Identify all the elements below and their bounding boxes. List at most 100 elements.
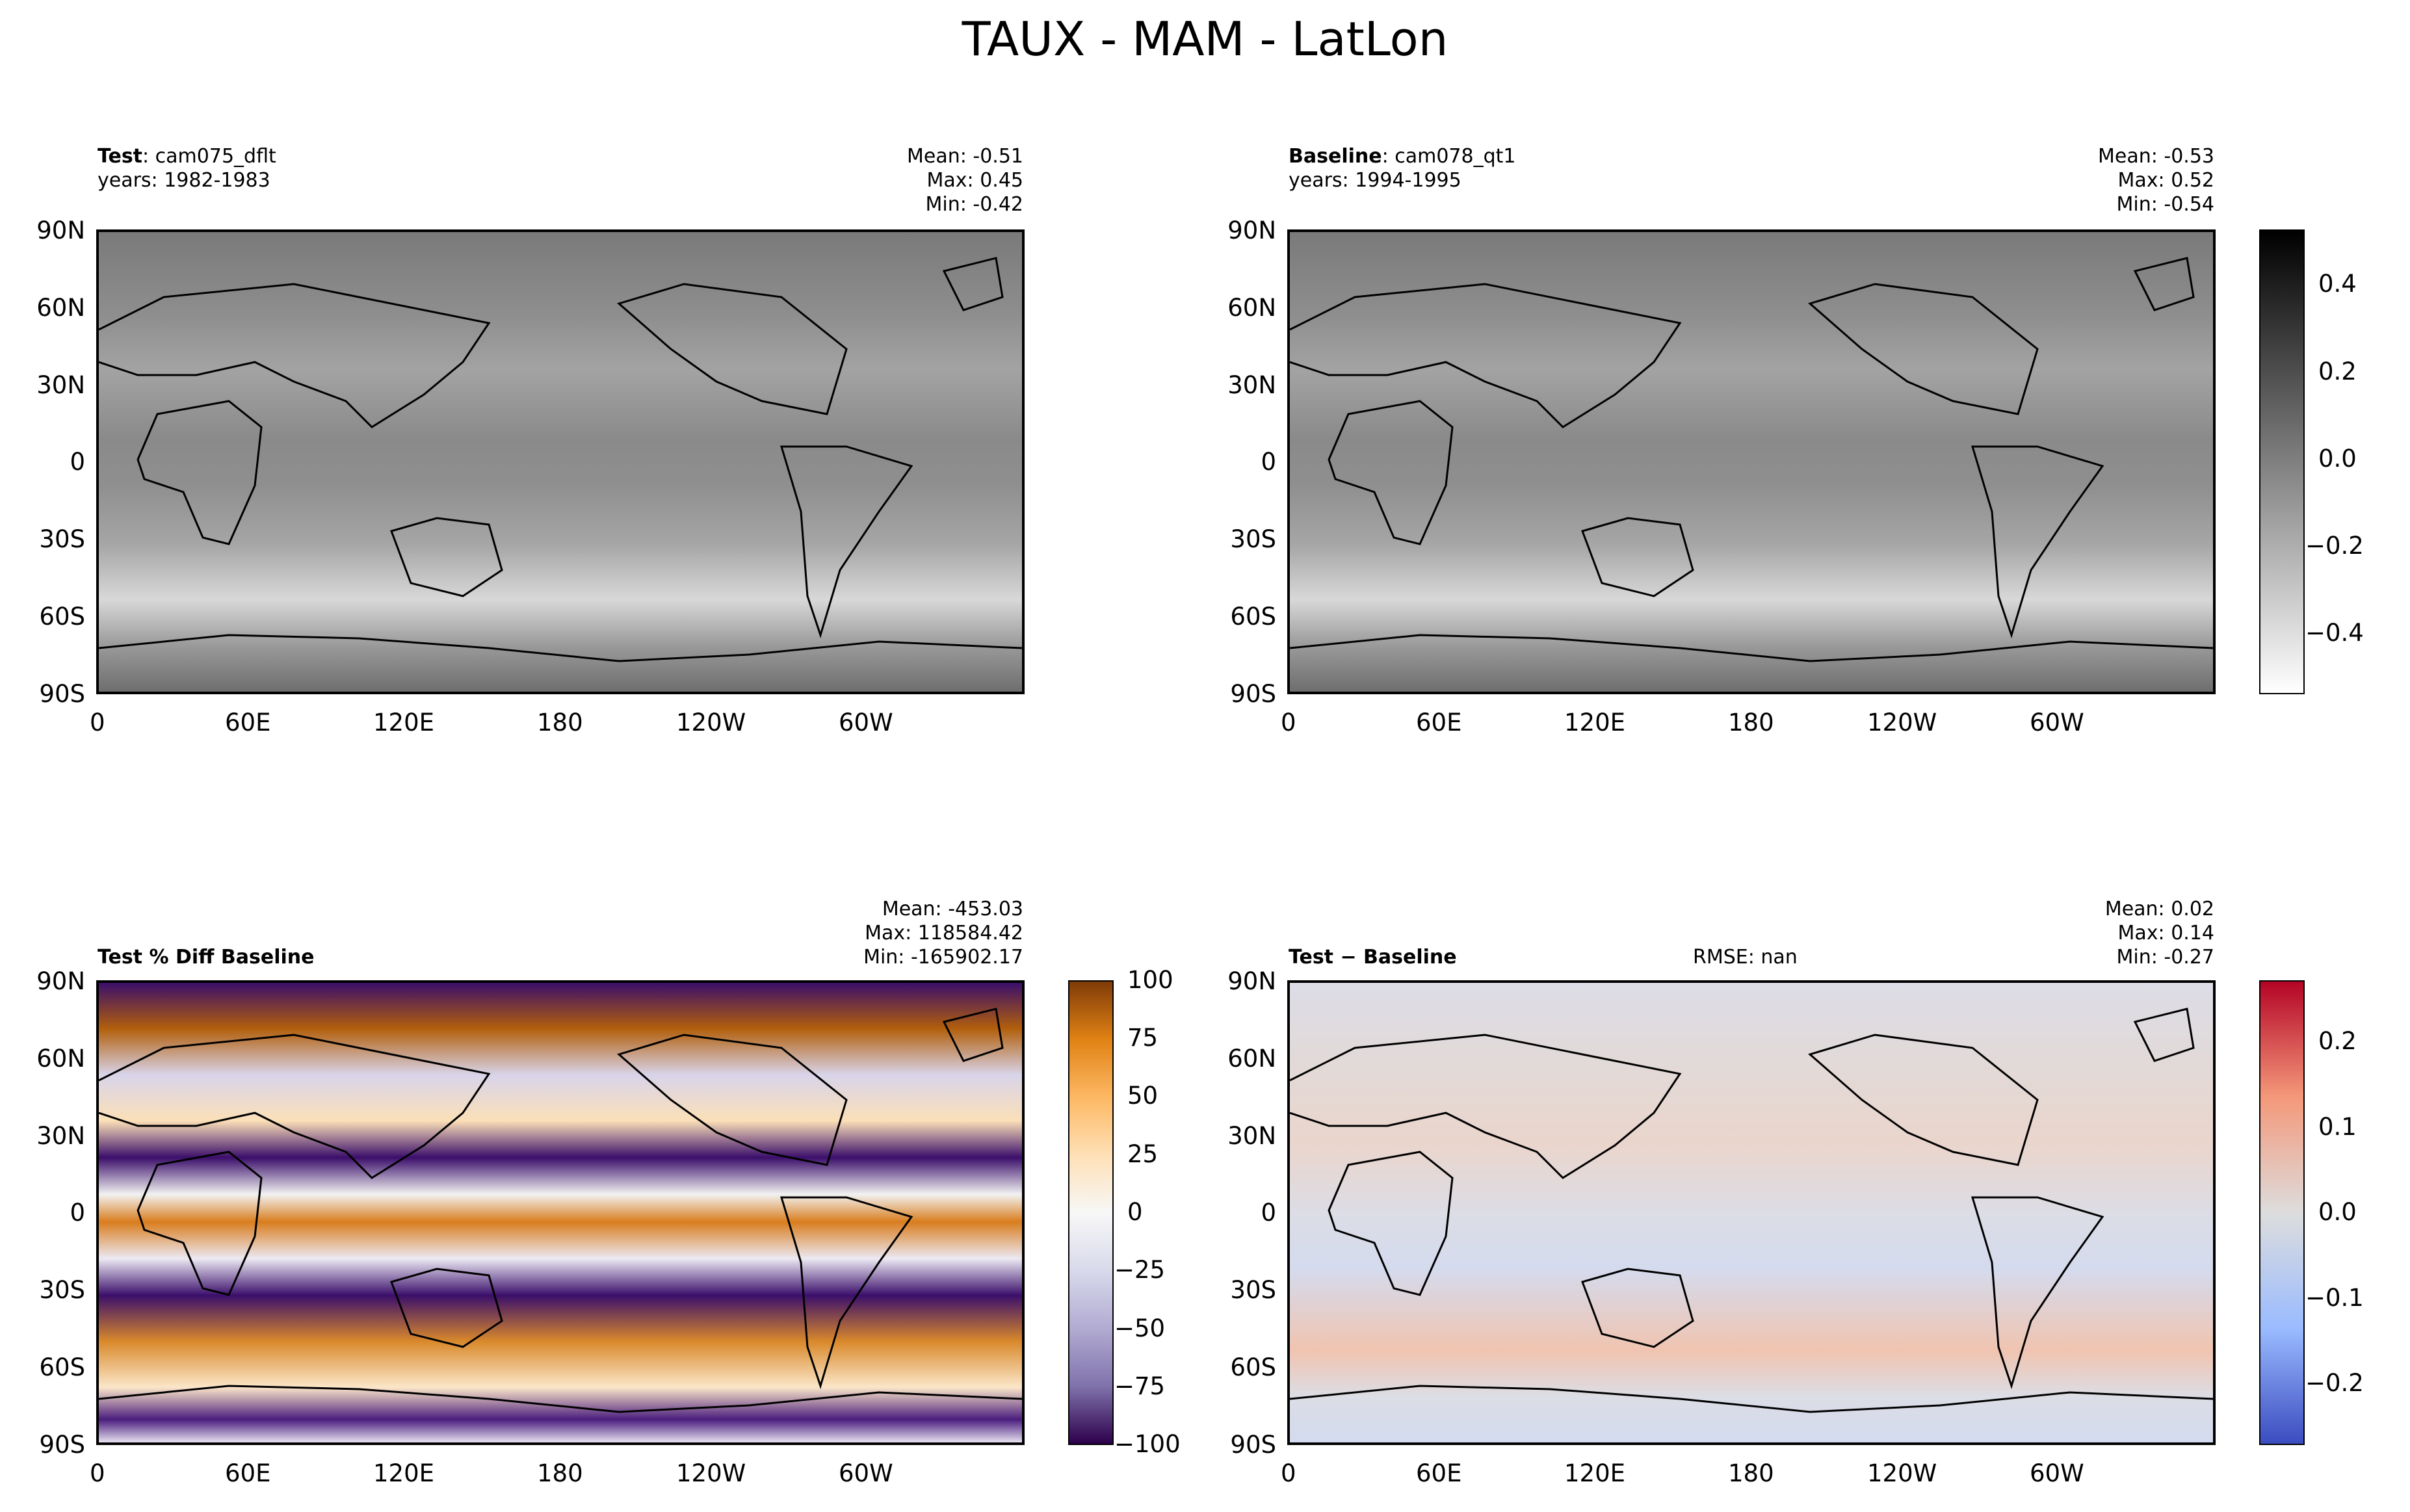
lat-tick: 30N <box>36 1122 85 1150</box>
lon-tick: 60E <box>1416 1459 1462 1487</box>
lat-tick: 0 <box>70 1199 85 1227</box>
colorbar-tick: −25 <box>1114 1256 1166 1284</box>
lat-tick: 60S <box>1230 1353 1276 1381</box>
map-pctdiff-svg <box>99 983 1022 1442</box>
lat-tick: 60N <box>1227 1045 1276 1073</box>
panel-pctdiff-label: Test % Diff Baseline <box>98 946 315 969</box>
map-test <box>96 229 1025 694</box>
map-baseline-svg <box>1290 232 2213 692</box>
colorbar-tick: −75 <box>1114 1372 1166 1400</box>
colorbar-tick: 0 <box>1127 1198 1143 1226</box>
lat-tick: 30S <box>39 525 85 553</box>
stat-min: Min: -0.42 <box>925 193 1024 216</box>
lon-tick: 60E <box>1416 709 1462 736</box>
lon-tick: 120E <box>1564 709 1625 736</box>
lat-tick: 0 <box>1261 448 1276 476</box>
lon-tick: 120W <box>676 1459 746 1487</box>
lon-tick: 180 <box>1728 1459 1774 1487</box>
lon-tick: 60E <box>225 1459 271 1487</box>
lat-tick: 30S <box>39 1276 85 1304</box>
lon-tick: 60W <box>2030 709 2084 736</box>
figure-title: TAUX - MAM - LatLon <box>962 12 1448 66</box>
lon-tick: 180 <box>1728 709 1774 736</box>
colorbar-tick: 25 <box>1127 1140 1159 1168</box>
colorbar-tick: −0.4 <box>2305 619 2364 647</box>
lat-tick: 30N <box>1227 371 1276 399</box>
lat-tick: 60N <box>36 294 85 322</box>
lon-tick: 120W <box>676 709 746 736</box>
lat-tick: 90N <box>1227 216 1276 244</box>
stat-min: Min: -0.54 <box>2116 193 2215 216</box>
colorbar-tick: 75 <box>1127 1024 1159 1052</box>
lon-tick: 120E <box>373 709 434 736</box>
lon-tick: 120W <box>1867 709 1937 736</box>
lat-tick: 60S <box>39 603 85 631</box>
lon-tick: 60E <box>225 709 271 736</box>
map-baseline <box>1287 229 2216 694</box>
panel-diff-label: Test − Baseline <box>1289 946 1457 969</box>
colorbar-diff <box>2259 980 2305 1445</box>
lon-tick: 120W <box>1867 1459 1937 1487</box>
panel-test-years: years: 1982-1983 <box>98 169 270 192</box>
lon-tick: 60W <box>839 1459 893 1487</box>
colorbar-tick: 0.2 <box>2318 1027 2357 1055</box>
colorbar-tick: −0.2 <box>2305 532 2364 560</box>
panel-baseline-label: Baseline: cam078_qt1 <box>1289 145 1516 168</box>
colorbar-tick: 0.0 <box>2318 1198 2357 1226</box>
map-pctdiff <box>96 980 1025 1445</box>
stat-mean: Mean: -0.51 <box>906 145 1023 168</box>
colorbar-tick: 0.0 <box>2318 445 2357 473</box>
colorbar-tick: −50 <box>1114 1314 1166 1342</box>
stat-max: Max: 0.45 <box>926 169 1023 192</box>
panel-baseline-stats: Mean: -0.53 Max: 0.52 Min: -0.54 <box>2098 144 2214 216</box>
lon-tick: 0 <box>90 1459 105 1487</box>
lat-tick: 90N <box>1227 967 1276 995</box>
colorbar-tick: −100 <box>1114 1430 1181 1458</box>
lat-tick: 30N <box>36 371 85 399</box>
lon-tick: 60W <box>2030 1459 2084 1487</box>
colorbar-pctdiff <box>1068 980 1114 1445</box>
panel-test-label: Test: cam075_dflt <box>98 145 276 168</box>
colorbar-tick: 0.2 <box>2318 358 2357 385</box>
lat-tick: 90N <box>36 216 85 244</box>
lat-tick: 90S <box>39 680 85 708</box>
panel-pctdiff-stats: Mean: -453.03 Max: 118584.42 Min: -16590… <box>863 897 1023 969</box>
lat-tick: 60S <box>39 1353 85 1381</box>
lat-tick: 90S <box>1230 680 1276 708</box>
lon-tick: 60W <box>839 709 893 736</box>
panel-baseline-years: years: 1994-1995 <box>1289 169 1461 192</box>
lon-tick: 0 <box>1281 1459 1296 1487</box>
lon-tick: 180 <box>537 1459 583 1487</box>
map-diff-svg <box>1290 983 2213 1442</box>
stat-mean: Mean: -0.53 <box>2097 145 2214 168</box>
lon-tick: 180 <box>537 709 583 736</box>
stat-mean: Mean: 0.02 <box>2104 898 2214 920</box>
stat-max: Max: 0.14 <box>2117 922 2214 945</box>
colorbar-tick: −0.1 <box>2305 1284 2364 1312</box>
lat-tick: 60N <box>1227 294 1276 322</box>
lon-tick: 120E <box>1564 1459 1625 1487</box>
map-diff <box>1287 980 2216 1445</box>
lat-tick: 0 <box>70 448 85 476</box>
colorbar-gray <box>2259 229 2305 694</box>
lat-tick: 30N <box>1227 1122 1276 1150</box>
lat-tick: 30S <box>1230 525 1276 553</box>
stat-min: Min: -165902.17 <box>863 946 1023 969</box>
map-test-svg <box>99 232 1022 692</box>
lat-tick: 0 <box>1261 1199 1276 1227</box>
colorbar-tick: 0.4 <box>2318 270 2357 298</box>
lat-tick: 60N <box>36 1045 85 1073</box>
lat-tick: 30S <box>1230 1276 1276 1304</box>
lon-tick: 120E <box>373 1459 434 1487</box>
panel-test-stats: Mean: -0.51 Max: 0.45 Min: -0.42 <box>907 144 1023 216</box>
panel-diff-rmse: RMSE: nan <box>1693 946 1798 969</box>
colorbar-tick: 100 <box>1127 966 1173 994</box>
stat-min: Min: -0.27 <box>2116 946 2215 969</box>
colorbar-tick: 50 <box>1127 1082 1159 1110</box>
lon-tick: 0 <box>1281 709 1296 736</box>
stat-max: Max: 118584.42 <box>865 922 1023 945</box>
panel-diff-stats: Mean: 0.02 Max: 0.14 Min: -0.27 <box>2105 897 2214 969</box>
lat-tick: 60S <box>1230 603 1276 631</box>
lat-tick: 90S <box>39 1431 85 1459</box>
colorbar-tick: 0.1 <box>2318 1113 2357 1141</box>
